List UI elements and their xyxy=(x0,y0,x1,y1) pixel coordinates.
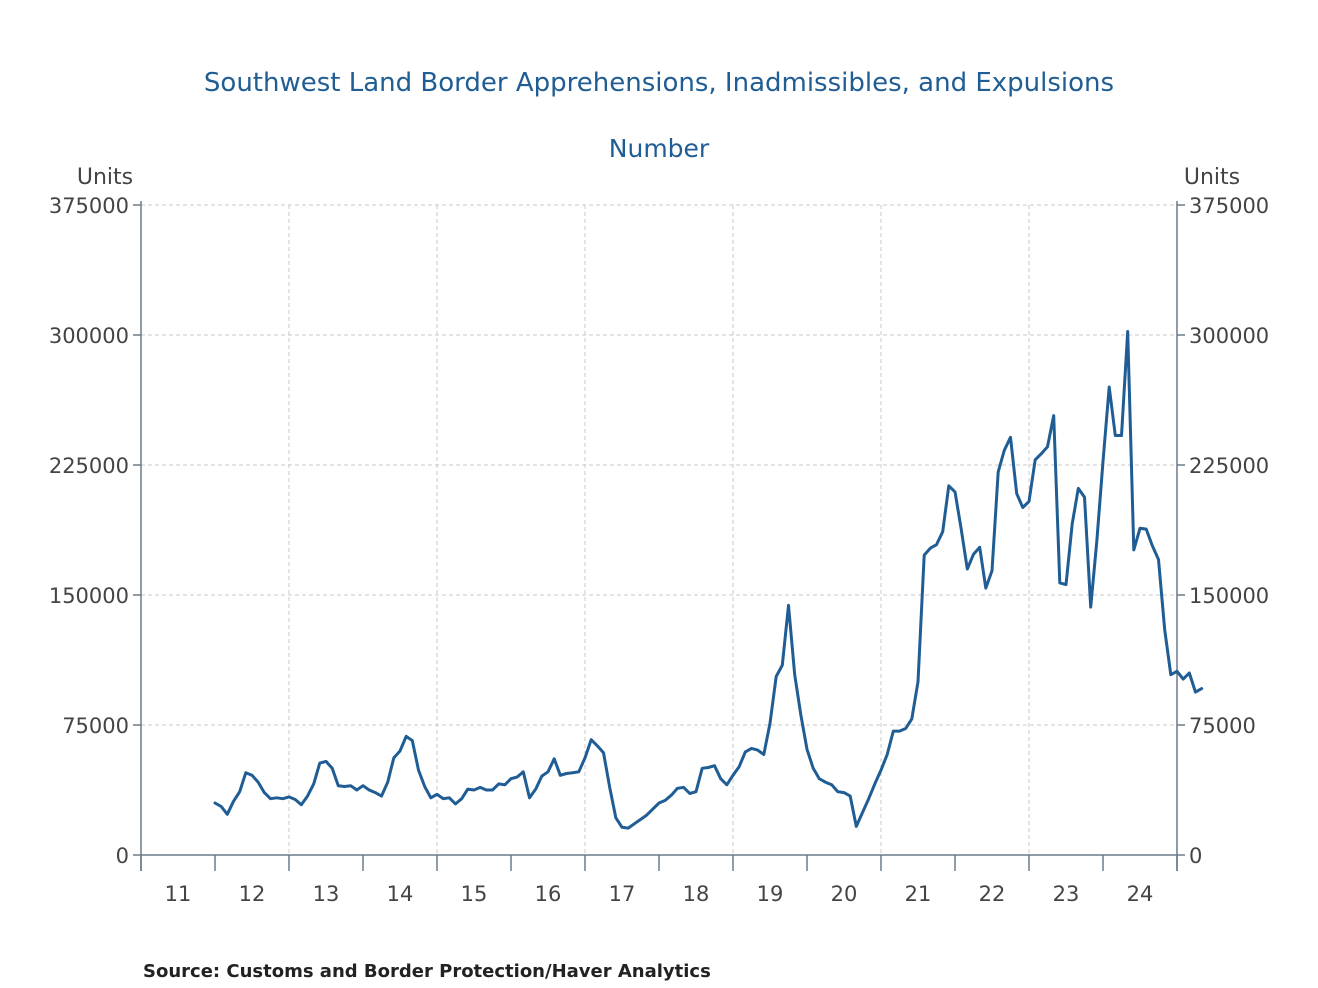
x-tick-label: 20 xyxy=(831,882,858,906)
x-tick-label: 19 xyxy=(757,882,784,906)
x-tick-label: 15 xyxy=(461,882,488,906)
x-tick-label: 22 xyxy=(979,882,1006,906)
left-y-tick-label: 375000 xyxy=(49,194,129,218)
left-y-tick-label: 300000 xyxy=(49,324,129,348)
series-line xyxy=(213,330,1204,830)
chart-subtitle: Number xyxy=(609,134,710,163)
x-tick-label: 16 xyxy=(535,882,562,906)
right-y-tick-label: 300000 xyxy=(1189,324,1269,348)
x-tick-label: 11 xyxy=(165,882,192,906)
left-y-tick-label: 225000 xyxy=(49,454,129,478)
right-y-ticks: 0 75000 150000 225000 300000 375000 xyxy=(1189,194,1269,868)
right-y-tick-label: 150000 xyxy=(1189,584,1269,608)
gridlines xyxy=(141,204,1177,855)
right-axis-label: Units xyxy=(1184,165,1240,190)
x-tick-label: 21 xyxy=(905,882,932,906)
right-y-tick-label: 375000 xyxy=(1189,194,1269,218)
right-y-tick-label: 225000 xyxy=(1189,454,1269,478)
series xyxy=(213,330,1204,830)
x-ticks: 11 12 13 14 15 16 17 18 19 20 21 22 23 24 xyxy=(165,882,1154,906)
source-note: Source: Customs and Border Protection/Ha… xyxy=(143,961,711,982)
left-y-ticks: 0 75000 150000 225000 300000 375000 xyxy=(49,194,129,868)
left-y-tick-label: 0 xyxy=(116,844,129,868)
x-tick-label: 24 xyxy=(1127,882,1154,906)
x-tick-label: 23 xyxy=(1053,882,1080,906)
chart-title: Southwest Land Border Apprehensions, Ina… xyxy=(204,68,1114,98)
x-tick-label: 18 xyxy=(683,882,710,906)
right-y-tick-label: 0 xyxy=(1189,844,1202,868)
right-y-tick-label: 75000 xyxy=(1189,714,1256,738)
axes xyxy=(133,201,1185,871)
x-tick-label: 17 xyxy=(609,882,636,906)
x-tick-label: 14 xyxy=(387,882,414,906)
left-axis-label: Units xyxy=(77,165,133,190)
x-tick-label: 13 xyxy=(313,882,340,906)
left-y-tick-label: 150000 xyxy=(49,584,129,608)
left-y-tick-label: 75000 xyxy=(62,714,129,738)
x-tick-label: 12 xyxy=(239,882,266,906)
